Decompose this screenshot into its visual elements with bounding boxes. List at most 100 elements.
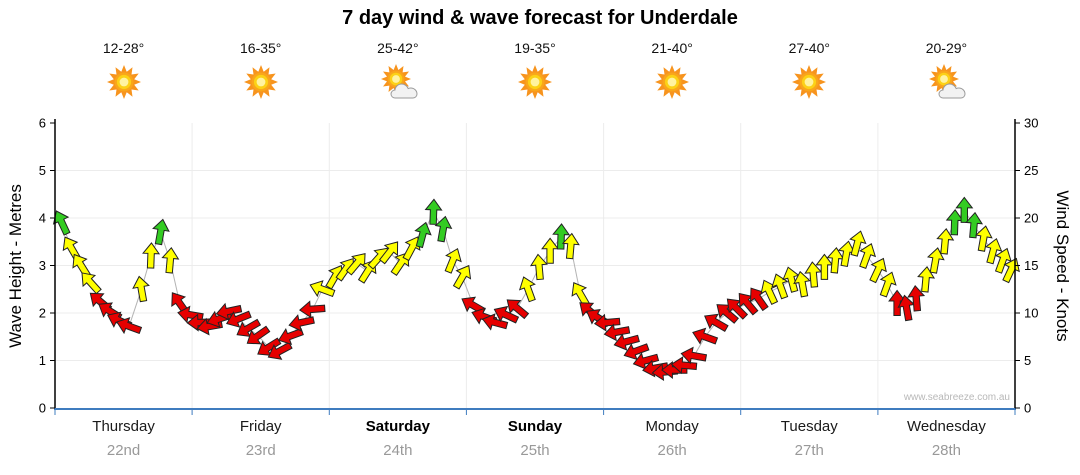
wind-arrow xyxy=(257,337,282,356)
sunny-icon xyxy=(604,62,741,102)
wind-arrow xyxy=(518,276,536,303)
temp-range: 12-28° xyxy=(102,40,145,56)
temp-range: 21-40° xyxy=(651,40,693,56)
day-labels-row: Thursday 22nd Friday 23rd Saturday 24th Sunday… xyxy=(55,418,1015,459)
wind-arrow xyxy=(493,305,520,324)
sunny-icon xyxy=(192,62,329,102)
right-tick-label: 25 xyxy=(1024,163,1038,178)
left-tick-label: 6 xyxy=(39,116,46,131)
wind-arrow xyxy=(603,323,631,342)
wind-arrow xyxy=(481,313,509,331)
temp-range: 20-29° xyxy=(925,40,968,56)
day-date: 23rd xyxy=(245,442,276,459)
wind-arrow xyxy=(152,218,170,246)
wind-arrow xyxy=(632,352,660,370)
wind-arrow xyxy=(378,241,399,265)
temp-range: 27-40° xyxy=(788,40,830,56)
wind-arrow xyxy=(984,237,1003,265)
wind-arrow xyxy=(309,280,336,298)
wind-arrow xyxy=(945,208,964,236)
wind-arrow xyxy=(246,325,271,345)
left-tick-label: 1 xyxy=(39,353,46,368)
wind-arrow xyxy=(888,289,907,316)
day-column: Tuesday 27th xyxy=(741,418,878,459)
wind-trend-line xyxy=(61,209,1012,373)
wind-arrow xyxy=(299,300,326,319)
wind-arrow xyxy=(897,294,916,322)
temp-range: 25-42° xyxy=(377,40,419,56)
right-tick-label: 10 xyxy=(1024,306,1038,321)
day-name: Friday xyxy=(239,418,282,435)
wind-arrow xyxy=(726,298,749,320)
wind-arrow xyxy=(826,247,845,274)
wind-arrow xyxy=(52,210,71,236)
wind-arrow xyxy=(62,236,81,262)
left-tick-label: 0 xyxy=(39,401,46,416)
cloud xyxy=(938,83,966,99)
day-name: Monday xyxy=(645,418,699,435)
wind-arrow xyxy=(571,282,590,307)
cloud xyxy=(390,83,418,99)
wind-arrow xyxy=(859,243,877,270)
left-tick-label: 2 xyxy=(39,306,46,321)
left-tick-label: 3 xyxy=(39,258,46,273)
day-column: Friday 23rd xyxy=(192,418,329,459)
wind-arrow xyxy=(452,264,472,290)
day-name: Tuesday xyxy=(780,418,838,435)
weather-icons-row xyxy=(55,62,1015,102)
sunny-icon xyxy=(466,62,603,102)
day-name: Wednesday xyxy=(906,418,986,435)
wind-arrow xyxy=(738,292,759,316)
temperature-row: 12-28° 16-35° 25-42° 19-35° 21-40° 27-40° 20-2… xyxy=(55,40,1015,56)
wind-arrow xyxy=(936,228,955,255)
wind-arrow xyxy=(161,247,180,274)
wind-arrow xyxy=(623,343,650,361)
day-column: Thursday 22nd xyxy=(55,418,192,459)
day-column: Sunday 25th xyxy=(466,418,603,459)
page-title: 7 day wind & wave forecast for Underdale xyxy=(342,7,738,29)
wind-arrow xyxy=(974,225,993,252)
day-column: Saturday 24th xyxy=(329,418,466,459)
wind-arrow xyxy=(215,302,243,321)
wind-arrow xyxy=(225,310,252,328)
wind-arrow xyxy=(869,257,887,284)
wind-arrow xyxy=(716,304,739,324)
wind-arrow xyxy=(345,253,366,276)
day-date: 24th xyxy=(383,442,413,459)
wind-arrow xyxy=(692,327,719,345)
day-name: Thursday xyxy=(92,418,155,435)
left-tick-label: 4 xyxy=(39,211,46,226)
wind-arrow xyxy=(994,247,1012,274)
wind-arrow xyxy=(815,253,834,280)
wind-arrow xyxy=(837,240,856,268)
wind-arrow xyxy=(541,237,560,264)
wind-arrow xyxy=(771,273,789,300)
partly-cloudy-icon xyxy=(878,62,1015,102)
wind-arrow xyxy=(793,270,811,298)
wind-arrow xyxy=(414,221,432,249)
day-date: 25th xyxy=(520,442,550,459)
wind-arrow xyxy=(552,223,571,250)
wind-arrow xyxy=(444,247,462,274)
day-date: 27th xyxy=(794,442,824,459)
wind-arrow xyxy=(879,271,897,298)
wind-arrow xyxy=(849,230,867,257)
wind-arrow xyxy=(561,232,580,260)
wind-arrow xyxy=(81,272,102,295)
wind-arrow xyxy=(434,215,453,243)
left-tick-label: 5 xyxy=(39,163,46,178)
temp-range: 19-35° xyxy=(514,40,556,56)
wind-arrow xyxy=(782,266,800,293)
wind-arrow xyxy=(142,242,161,269)
wind-arrow xyxy=(424,198,443,225)
wind-arrow xyxy=(749,287,769,312)
sunny-icon xyxy=(55,62,192,102)
wind-arrow xyxy=(529,253,548,281)
day-column: Monday 26th xyxy=(604,418,741,459)
day-name: Sunday xyxy=(507,418,563,435)
wind-arrow xyxy=(593,313,621,332)
right-tick-label: 0 xyxy=(1024,401,1031,416)
wind-arrow xyxy=(680,346,708,365)
day-date: 26th xyxy=(657,442,687,459)
